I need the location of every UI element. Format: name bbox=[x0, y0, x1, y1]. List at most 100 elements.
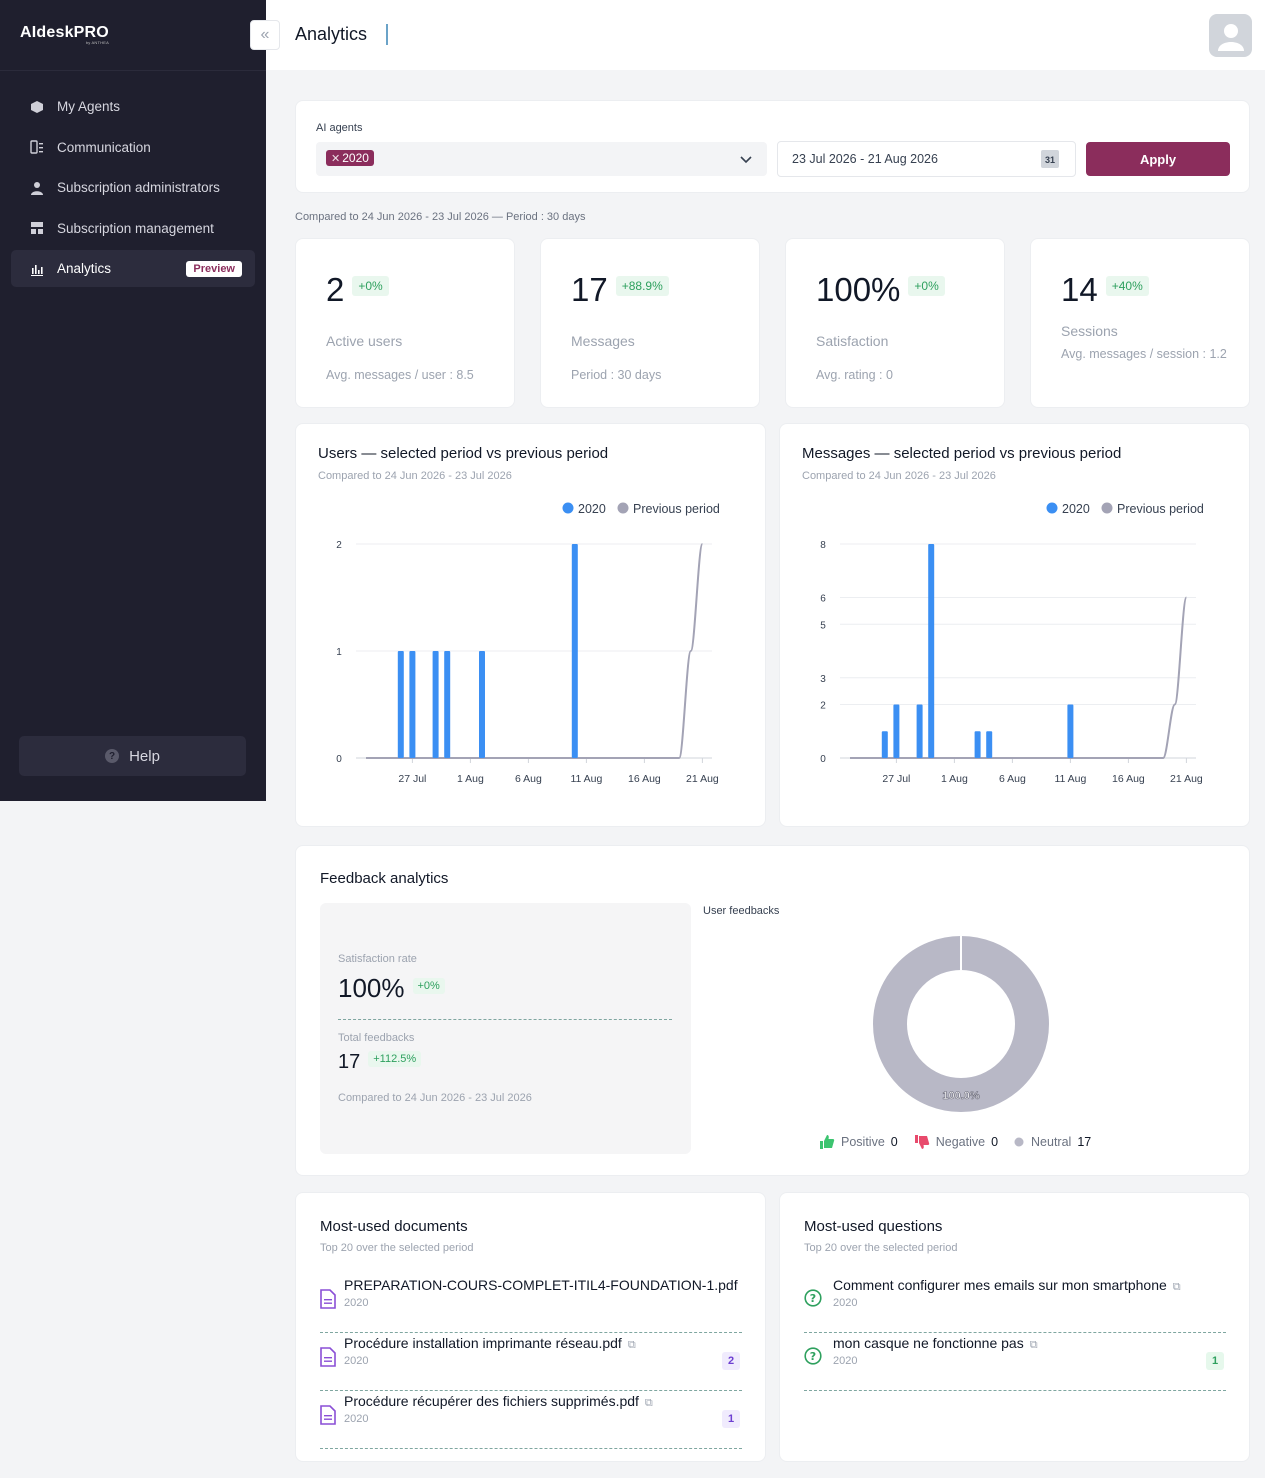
sidebar-item-subscription-management[interactable]: Subscription management bbox=[11, 210, 255, 247]
avatar[interactable] bbox=[1209, 14, 1252, 57]
preview-badge: Preview bbox=[186, 260, 242, 277]
external-link-icon[interactable]: ⧉ bbox=[1029, 1339, 1038, 1351]
neutral-dot-icon bbox=[1014, 1137, 1024, 1147]
collapse-sidebar-button[interactable]: « bbox=[250, 20, 280, 50]
list-item[interactable]: ? mon casque ne fonctionne pas ⧉ 2020 1 bbox=[804, 1333, 1226, 1391]
kpi-value: 17 +88.9% bbox=[571, 271, 669, 309]
y-tick-label: 1 bbox=[336, 647, 342, 658]
sidebar-nav: My Agents Communication Subscription adm… bbox=[11, 88, 255, 291]
comparison-note: Compared to 24 Jun 2026 - 23 Jul 2026 — … bbox=[295, 211, 586, 223]
app-logo[interactable]: AIdeskPRO by ANTHEA bbox=[20, 24, 109, 45]
users-chart-card: Users — selected period vs previous peri… bbox=[295, 423, 766, 827]
document-icon bbox=[320, 1405, 336, 1425]
legend-previous-marker bbox=[617, 502, 629, 514]
question-icon: ? bbox=[804, 1347, 822, 1365]
donut-legend: Positive 0 Negative 0 Neutral 17 bbox=[819, 1135, 1107, 1149]
bar bbox=[928, 544, 935, 758]
thumbs-down-icon bbox=[914, 1135, 929, 1149]
sidebar-item-subscription-administrators[interactable]: Subscription administrators bbox=[11, 169, 255, 206]
y-tick-label: 0 bbox=[336, 754, 342, 765]
bar bbox=[893, 704, 900, 758]
legend-current-marker bbox=[1046, 502, 1058, 514]
legend-current-marker bbox=[562, 502, 574, 514]
document-name: Procédure récupérer des fichiers supprim… bbox=[344, 1393, 744, 1410]
x-tick-label: 21 Aug bbox=[686, 773, 719, 785]
legend-previous-label: Previous period bbox=[633, 502, 720, 516]
calendar-icon[interactable]: 31 bbox=[1041, 150, 1059, 168]
kpi-delta: +0% bbox=[908, 276, 945, 297]
y-tick-label: 3 bbox=[820, 674, 826, 685]
legend-negative-count: 0 bbox=[991, 1135, 999, 1149]
sidebar-item-communication[interactable]: Communication bbox=[11, 129, 255, 166]
bar bbox=[916, 704, 923, 758]
x-tick-label: 16 Aug bbox=[628, 773, 661, 785]
messages-chart-card: Messages — selected period vs previous p… bbox=[779, 423, 1250, 827]
y-tick-label: 0 bbox=[820, 754, 826, 765]
chart-icon bbox=[29, 261, 45, 277]
help-button[interactable]: ? Help bbox=[19, 736, 246, 776]
usage-count-badge: 1 bbox=[722, 1410, 740, 1428]
sidebar-item-label: My Agents bbox=[57, 99, 121, 114]
x-tick-label: 1 Aug bbox=[941, 773, 968, 785]
date-range-value: 23 Jul 2026 - 21 Aug 2026 bbox=[792, 152, 938, 166]
satisfaction-rate-value: 100% +0% bbox=[338, 973, 445, 1004]
list-item[interactable]: Procédure récupérer des fichiers supprim… bbox=[320, 1391, 742, 1449]
x-tick-label: 6 Aug bbox=[999, 773, 1026, 785]
kpi-sub: Avg. rating : 0 bbox=[816, 368, 893, 382]
agents-label: AI agents bbox=[316, 122, 363, 134]
x-tick-label: 1 Aug bbox=[457, 773, 484, 785]
date-range-input[interactable]: 23 Jul 2026 - 21 Aug 2026 31 bbox=[777, 141, 1076, 177]
external-link-icon[interactable]: ⧉ bbox=[644, 1397, 653, 1409]
sidebar: AIdeskPRO by ANTHEA My Agents Communicati… bbox=[0, 0, 266, 801]
apply-button[interactable]: Apply bbox=[1086, 142, 1230, 176]
x-tick-label: 11 Aug bbox=[1054, 773, 1086, 785]
total-feedbacks-number: 17 bbox=[338, 1051, 361, 1073]
document-name-text: Procédure installation imprimante réseau… bbox=[344, 1335, 622, 1351]
total-feedbacks-delta: +112.5% bbox=[368, 1050, 422, 1067]
sidebar-item-label: Subscription administrators bbox=[57, 180, 220, 195]
bar bbox=[881, 731, 888, 758]
sidebar-item-my-agents[interactable]: My Agents bbox=[11, 88, 255, 125]
kpi-card-messages: 17 +88.9% Messages Period : 30 days bbox=[540, 238, 760, 408]
list-item[interactable]: PREPARATION-COURS-COMPLET-ITIL4-FOUNDATI… bbox=[320, 1275, 742, 1333]
chart-subtitle: Compared to 24 Jun 2026 - 23 Jul 2026 bbox=[802, 470, 996, 482]
sidebar-item-analytics[interactable]: Analytics Preview bbox=[11, 250, 255, 287]
most-used-documents-card: Most-used documents Top 20 over the sele… bbox=[295, 1192, 766, 1462]
list-item[interactable]: Procédure installation imprimante réseau… bbox=[320, 1333, 742, 1391]
external-link-icon[interactable]: ⧉ bbox=[627, 1339, 636, 1351]
kpi-delta: +40% bbox=[1105, 276, 1149, 297]
documents-subtitle: Top 20 over the selected period bbox=[320, 1242, 474, 1254]
document-icon bbox=[320, 1347, 336, 1367]
page-title: Analytics bbox=[295, 24, 368, 44]
kpi-label: Satisfaction bbox=[816, 333, 889, 349]
chevron-down-icon[interactable] bbox=[739, 152, 753, 166]
document-agent: 2020 bbox=[344, 1413, 369, 1425]
kpi-sub: Avg. messages / user : 8.5 bbox=[326, 368, 474, 382]
questions-title: Most-used questions bbox=[804, 1218, 943, 1235]
bar bbox=[397, 651, 404, 758]
kpi-card-satisfaction: 100% +0% Satisfaction Avg. rating : 0 bbox=[785, 238, 1005, 408]
y-tick-label: 6 bbox=[820, 594, 826, 605]
sidebar-item-label: Communication bbox=[57, 139, 151, 155]
legend-neutral-label: Neutral bbox=[1031, 1135, 1072, 1149]
document-name-text: Procédure récupérer des fichiers supprim… bbox=[344, 1393, 639, 1409]
question-text: mon casque ne fonctionne pas ⧉ bbox=[833, 1335, 1233, 1352]
y-tick-label: 2 bbox=[820, 701, 826, 712]
external-link-icon[interactable]: ⧉ bbox=[1172, 1281, 1181, 1293]
legend-current-label: 2020 bbox=[1062, 502, 1090, 516]
agent-select[interactable]: ✕ 2020 bbox=[316, 142, 767, 176]
divider bbox=[338, 1019, 672, 1020]
list-item[interactable]: ? Comment configurer mes emails sur mon … bbox=[804, 1275, 1226, 1333]
help-label: Help bbox=[129, 747, 160, 765]
kpi-label: Messages bbox=[571, 333, 635, 349]
y-tick-label: 8 bbox=[820, 540, 826, 551]
donut-slice bbox=[873, 936, 1049, 1112]
feedback-title: Feedback analytics bbox=[320, 870, 449, 887]
agent-chip[interactable]: ✕ 2020 bbox=[326, 150, 374, 166]
chart-title: Users — selected period vs previous peri… bbox=[318, 445, 609, 462]
bar bbox=[986, 731, 993, 758]
remove-chip-icon[interactable]: ✕ bbox=[331, 153, 341, 165]
kpi-delta: +88.9% bbox=[615, 276, 669, 297]
kpi-number: 2 bbox=[326, 271, 345, 308]
kpi-number: 17 bbox=[571, 271, 608, 308]
